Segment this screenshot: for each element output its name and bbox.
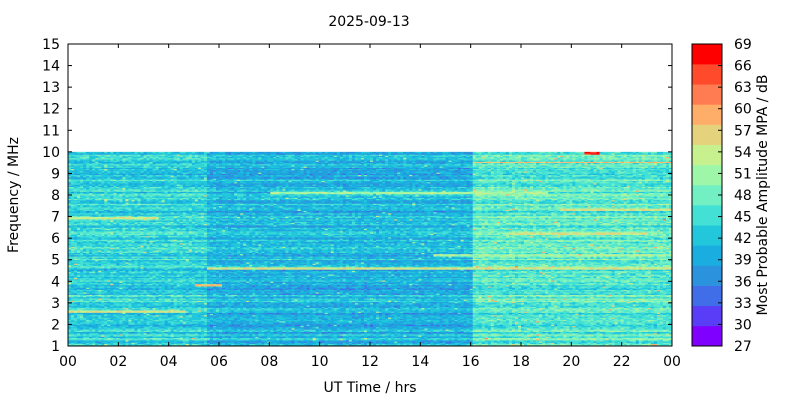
chart-title: 2025-09-13: [328, 14, 409, 30]
heatmap-cells: [68, 152, 672, 347]
